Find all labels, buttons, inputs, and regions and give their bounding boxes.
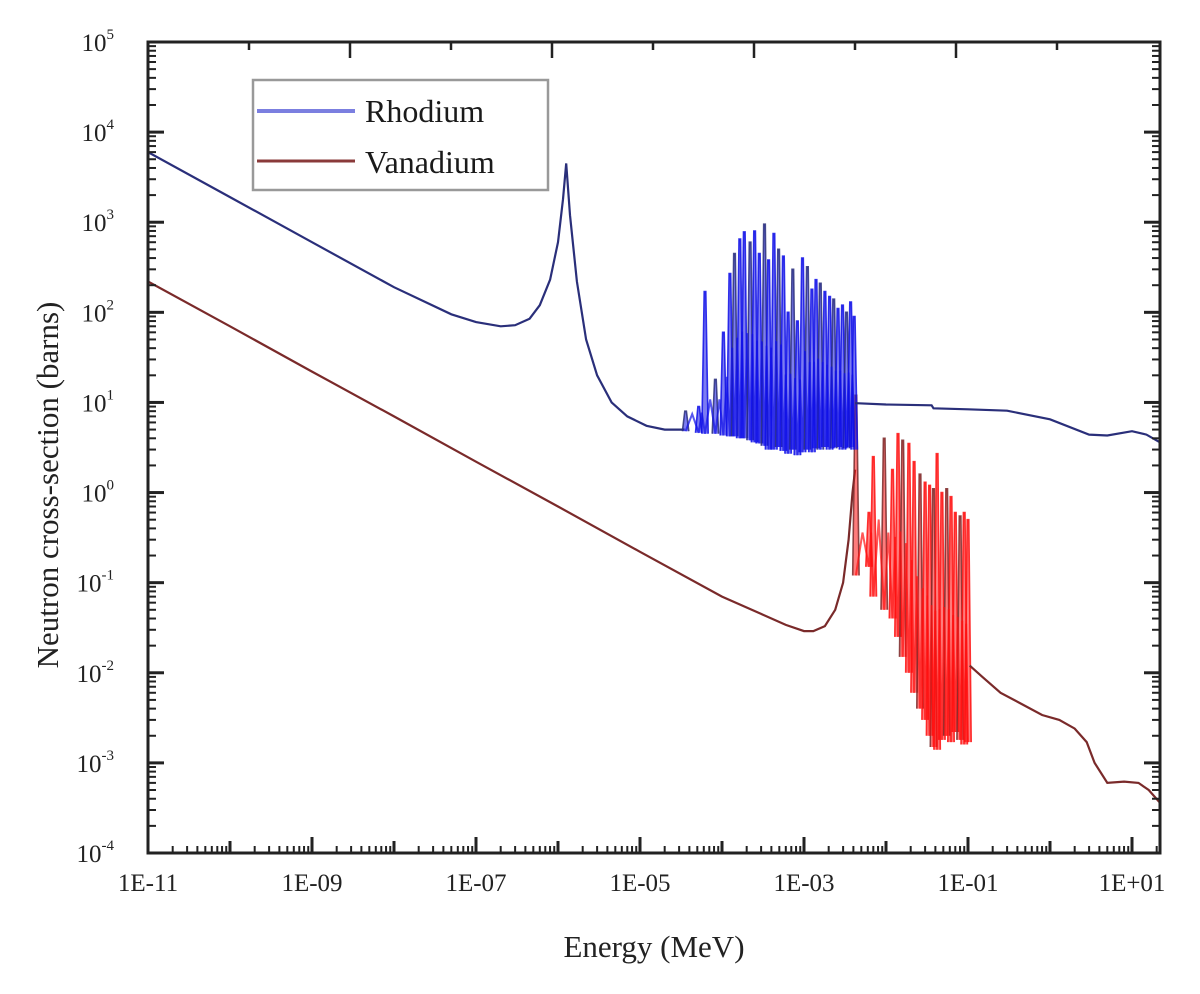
x-tick-label: 1E-03 xyxy=(773,870,834,897)
vanadium-resonances xyxy=(851,394,972,750)
y-tick-label: 101 xyxy=(82,387,115,417)
y-tick-label: 100 xyxy=(82,478,115,508)
x-axis-title: Energy (MeV) xyxy=(563,929,744,964)
x-tick-label: 1E-07 xyxy=(445,870,506,897)
y-tick-label: 102 xyxy=(82,297,115,327)
y-tick-label: 104 xyxy=(82,117,115,147)
y-tick-label: 10-2 xyxy=(77,658,115,688)
y-tick-label: 103 xyxy=(82,207,115,237)
rhodium-line-low-energy xyxy=(148,151,685,431)
series-rhodium xyxy=(148,151,1160,456)
legend: Rhodium Vanadium xyxy=(251,78,550,192)
series-layer xyxy=(148,151,1160,804)
series-vanadium xyxy=(148,280,1160,804)
legend-label-vanadium: Vanadium xyxy=(365,144,495,180)
vanadium-resonance-envelope xyxy=(854,519,969,750)
rhodium-resonances xyxy=(681,223,859,456)
axes-layer: 1E-11 1E-09 1E-07 1E-05 1E-03 1E-01 1E+01 105 10… xyxy=(77,27,1166,897)
y-axis-title: Neutron cross-section (barns) xyxy=(30,302,65,669)
rhodium-line-high-energy xyxy=(855,402,1160,444)
x-tick-label: 1E-01 xyxy=(937,870,998,897)
y-tick-label: 10-1 xyxy=(77,568,115,598)
rhodium-resonance-peak xyxy=(701,290,709,434)
x-tick-label: 1E-09 xyxy=(281,870,342,897)
legend-label-rhodium: Rhodium xyxy=(365,93,484,129)
x-tick-label: 1E-05 xyxy=(609,870,670,897)
x-tick-label: 1E+01 xyxy=(1099,870,1166,897)
y-tick-label: 105 xyxy=(82,27,115,57)
vanadium-line-low-energy xyxy=(148,280,857,633)
x-tick-label: 1E-11 xyxy=(118,870,178,897)
vanadium-line-high-energy xyxy=(968,664,1160,804)
rhodium-resonance-envelope xyxy=(684,331,856,456)
y-tick-label: 10-3 xyxy=(77,748,115,778)
y-tick-label: 10-4 xyxy=(77,838,115,868)
rhodium-resonance-peak xyxy=(681,410,690,432)
legend-box xyxy=(251,78,550,192)
